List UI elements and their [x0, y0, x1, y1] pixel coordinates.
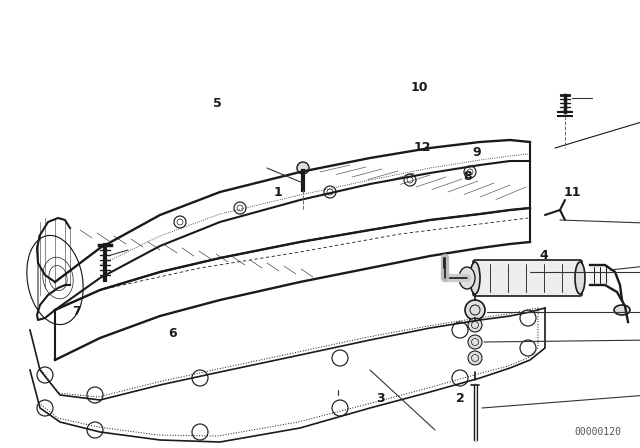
Circle shape — [465, 300, 485, 320]
Ellipse shape — [575, 262, 585, 294]
Circle shape — [87, 422, 103, 438]
Text: 11: 11 — [564, 186, 582, 199]
Text: 00000120: 00000120 — [575, 427, 621, 437]
Circle shape — [87, 387, 103, 403]
Circle shape — [192, 370, 208, 386]
Circle shape — [520, 310, 536, 326]
Text: 9: 9 — [472, 146, 481, 159]
Circle shape — [468, 351, 482, 365]
Circle shape — [464, 166, 476, 178]
Circle shape — [332, 400, 348, 416]
Circle shape — [324, 186, 336, 198]
Text: 10: 10 — [410, 81, 428, 94]
Ellipse shape — [459, 267, 475, 289]
Text: 6: 6 — [168, 327, 177, 340]
Text: 1: 1 — [274, 186, 283, 199]
Circle shape — [37, 367, 53, 383]
Circle shape — [332, 350, 348, 366]
Circle shape — [234, 202, 246, 214]
Circle shape — [297, 162, 309, 174]
Text: 4: 4 — [540, 249, 548, 262]
Circle shape — [37, 400, 53, 416]
Circle shape — [452, 370, 468, 386]
Text: 2: 2 — [456, 392, 465, 405]
Text: 12: 12 — [413, 141, 431, 155]
Circle shape — [520, 340, 536, 356]
Text: 8: 8 — [463, 170, 472, 184]
Text: 7: 7 — [72, 305, 81, 318]
Circle shape — [174, 216, 186, 228]
Ellipse shape — [614, 305, 630, 315]
Circle shape — [404, 174, 416, 186]
Circle shape — [468, 318, 482, 332]
Circle shape — [192, 424, 208, 440]
Text: 5: 5 — [213, 96, 222, 110]
Circle shape — [468, 335, 482, 349]
Circle shape — [452, 322, 468, 338]
Ellipse shape — [470, 262, 480, 294]
Text: 3: 3 — [376, 392, 385, 405]
FancyBboxPatch shape — [473, 260, 582, 296]
